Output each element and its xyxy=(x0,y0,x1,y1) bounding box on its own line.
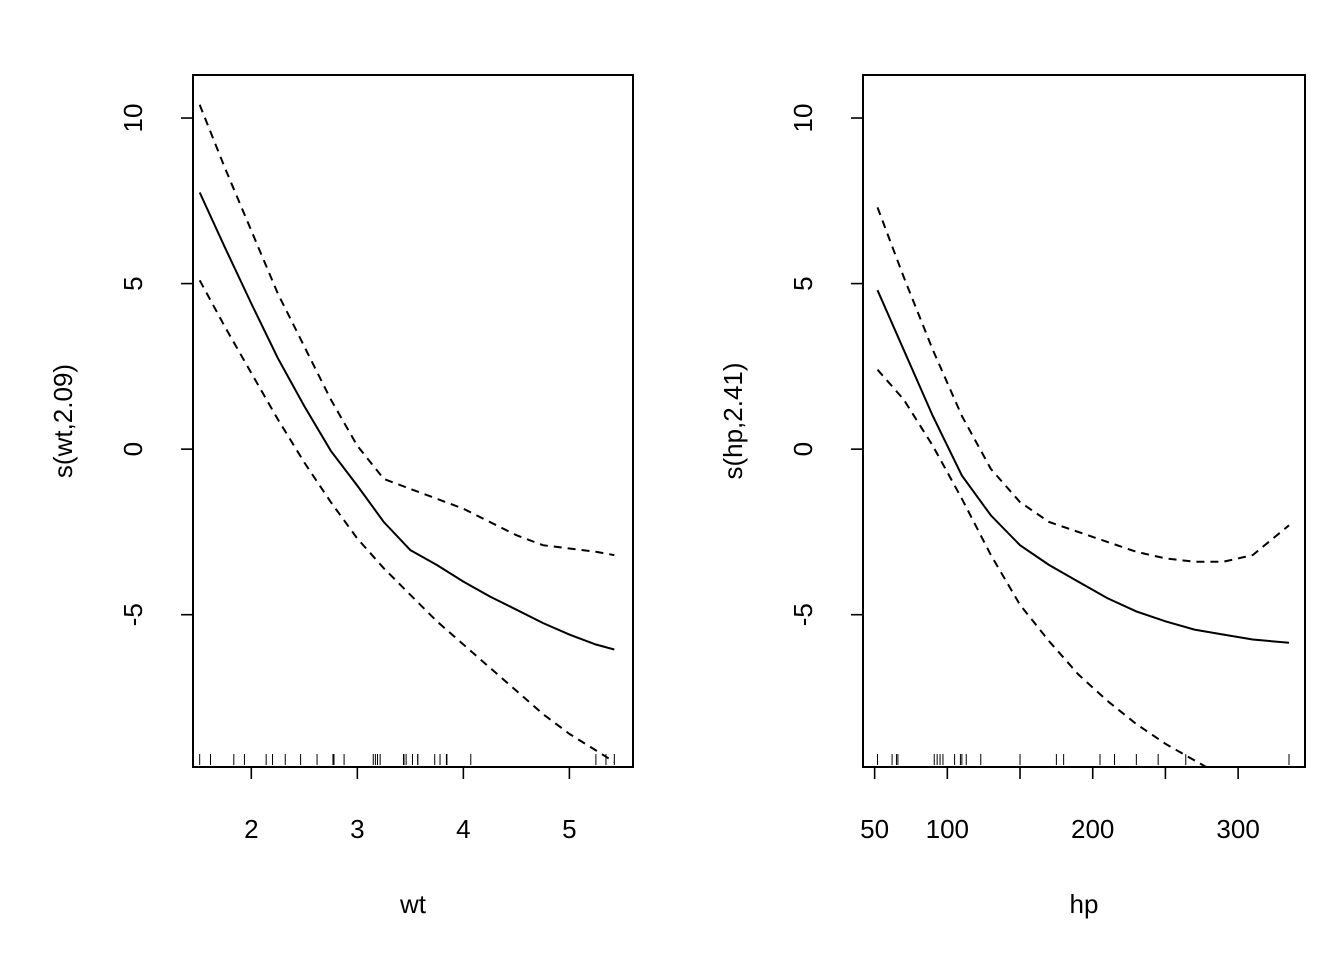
x-tick-label: 50 xyxy=(860,814,889,844)
x-tick-label: 200 xyxy=(1071,814,1114,844)
y-tick-label: 10 xyxy=(788,104,818,133)
x-tick-label: 3 xyxy=(350,814,364,844)
x-tick-label: 300 xyxy=(1216,814,1259,844)
confidence-upper-line xyxy=(876,207,1290,563)
y-tick-label: 5 xyxy=(118,276,148,290)
y-tick-label: 0 xyxy=(118,442,148,456)
x-tick-label: 100 xyxy=(926,814,969,844)
y-axis-label: s(wt,2.09) xyxy=(48,364,78,478)
y-tick-label: -5 xyxy=(788,603,818,626)
smooth-fit-line xyxy=(198,192,615,651)
y-tick-label: -5 xyxy=(118,603,148,626)
x-axis-label: wt xyxy=(399,889,427,919)
confidence-lower-line xyxy=(198,279,615,763)
smooth-fit-line xyxy=(876,289,1290,644)
x-tick-label: 5 xyxy=(562,814,576,844)
x-tick-label: 4 xyxy=(456,814,470,844)
confidence-lower-line xyxy=(876,369,1209,767)
x-axis-label: hp xyxy=(1070,889,1099,919)
y-tick-label: 10 xyxy=(118,104,148,133)
x-tick-label: 2 xyxy=(244,814,258,844)
panel-1: 2 3 4 5 10 5 0 -5 wt s(wt,2.09) xyxy=(48,74,634,919)
y-axis-label: s(hp,2.41) xyxy=(718,362,748,479)
confidence-upper-line xyxy=(198,104,615,557)
plot-frame xyxy=(862,74,1306,768)
y-tick-label: 5 xyxy=(788,276,818,290)
plot-frame xyxy=(192,74,634,768)
y-tick-label: 0 xyxy=(788,442,818,456)
